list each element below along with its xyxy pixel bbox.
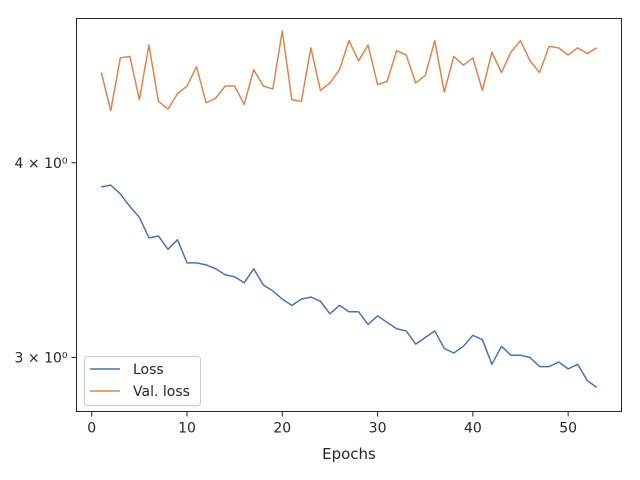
y-tick-label: 4 × 10⁰: [15, 156, 68, 172]
x-axis-ticks: 0 10 20 30 40 50: [87, 411, 577, 437]
x-tick-label: 40: [464, 421, 482, 437]
x-tick-label: 10: [178, 421, 196, 437]
legend: Loss Val. loss: [84, 356, 201, 406]
legend-label-loss: Loss: [133, 362, 164, 378]
series-line-val-loss: [100, 30, 598, 112]
series-lines: [100, 30, 598, 389]
x-axis-label: Epochs: [322, 445, 376, 463]
series-line-loss: [101, 184, 598, 389]
x-tick-label: 20: [273, 421, 291, 437]
y-axis-ticks: 3 × 10⁰ 4 × 10⁰: [15, 156, 77, 367]
x-tick-label: 0: [87, 421, 96, 437]
x-tick-label: 50: [559, 421, 577, 437]
plot-frame: [76, 18, 622, 412]
y-tick-label: 3 × 10⁰: [15, 351, 68, 367]
x-tick-label: 30: [369, 421, 387, 437]
legend-label-val-loss: Val. loss: [133, 384, 190, 400]
